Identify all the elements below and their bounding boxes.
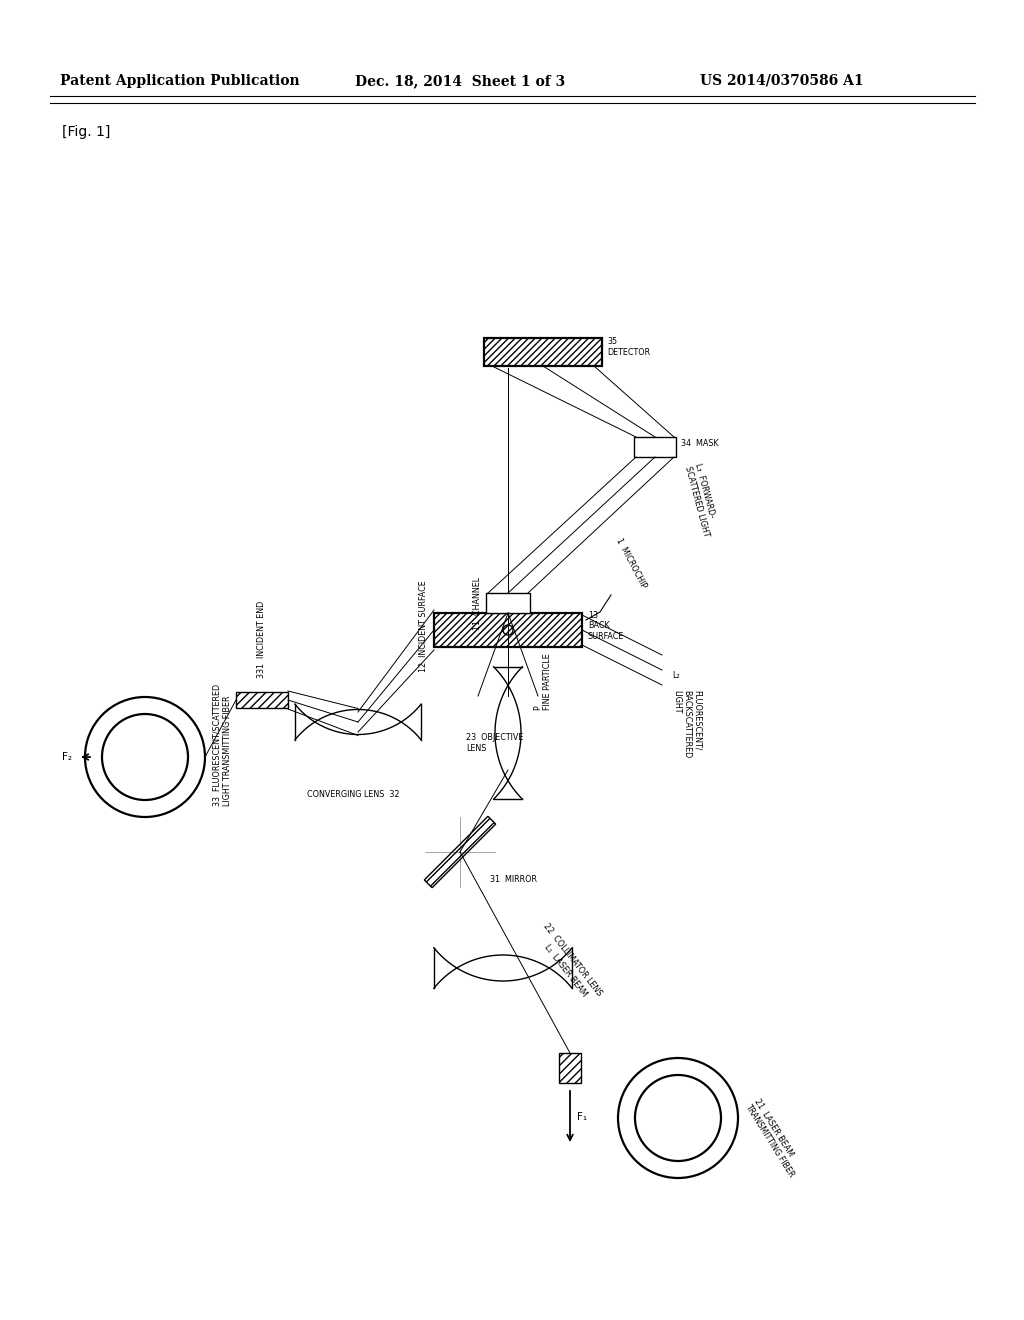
Bar [634, 437, 676, 457]
Text: CONVERGING LENS  32: CONVERGING LENS 32 [307, 789, 399, 799]
Bar [484, 338, 602, 366]
Text: 33  FLUORESCENT/SCATTERED
LIGHT TRANSMITTING FIBER: 33 FLUORESCENT/SCATTERED LIGHT TRANSMITT… [213, 684, 232, 807]
Bar [236, 692, 288, 708]
Text: P
FINE PARTICLE: P FINE PARTICLE [534, 653, 552, 710]
Text: 331  INCIDENT END: 331 INCIDENT END [257, 601, 266, 678]
Text: Patent Application Publication: Patent Application Publication [60, 74, 300, 88]
Text: F₂: F₂ [62, 752, 72, 762]
Text: 11  CHANNEL: 11 CHANNEL [473, 577, 482, 630]
Text: 31  MIRROR: 31 MIRROR [490, 875, 537, 884]
Text: FLUORESCENT/
BACKSCATTERED
LIGHT: FLUORESCENT/ BACKSCATTERED LIGHT [672, 690, 701, 758]
Bar [559, 1053, 581, 1082]
Text: 13
BACK
SURFACE: 13 BACK SURFACE [588, 611, 625, 642]
Text: US 2014/0370586 A1: US 2014/0370586 A1 [700, 74, 863, 88]
Text: F₁: F₁ [577, 1111, 587, 1122]
Text: 23  OBJECTIVE
LENS: 23 OBJECTIVE LENS [466, 734, 523, 752]
Polygon shape [424, 816, 496, 888]
Text: L₁  LASER BEAM: L₁ LASER BEAM [542, 942, 588, 998]
Text: 34  MASK: 34 MASK [681, 440, 719, 449]
Text: Dec. 18, 2014  Sheet 1 of 3: Dec. 18, 2014 Sheet 1 of 3 [355, 74, 565, 88]
Text: L₂: L₂ [672, 671, 680, 680]
Text: 12  INCIDENT SURFACE: 12 INCIDENT SURFACE [419, 579, 428, 672]
Text: 22  COLLIMATOR LENS: 22 COLLIMATOR LENS [541, 921, 603, 998]
Text: [Fig. 1]: [Fig. 1] [62, 125, 111, 139]
Bar [486, 593, 530, 612]
Text: 1  MICROCHIP: 1 MICROCHIP [614, 537, 648, 590]
Text: 35
DETECTOR: 35 DETECTOR [607, 338, 650, 356]
Text: 21  LASER BEAM
TRANSMITTING FIBER: 21 LASER BEAM TRANSMITTING FIBER [743, 1097, 804, 1179]
Bar [434, 612, 582, 647]
Text: L₃  FORWARD-
SCATTERED LIGHT: L₃ FORWARD- SCATTERED LIGHT [683, 462, 721, 537]
